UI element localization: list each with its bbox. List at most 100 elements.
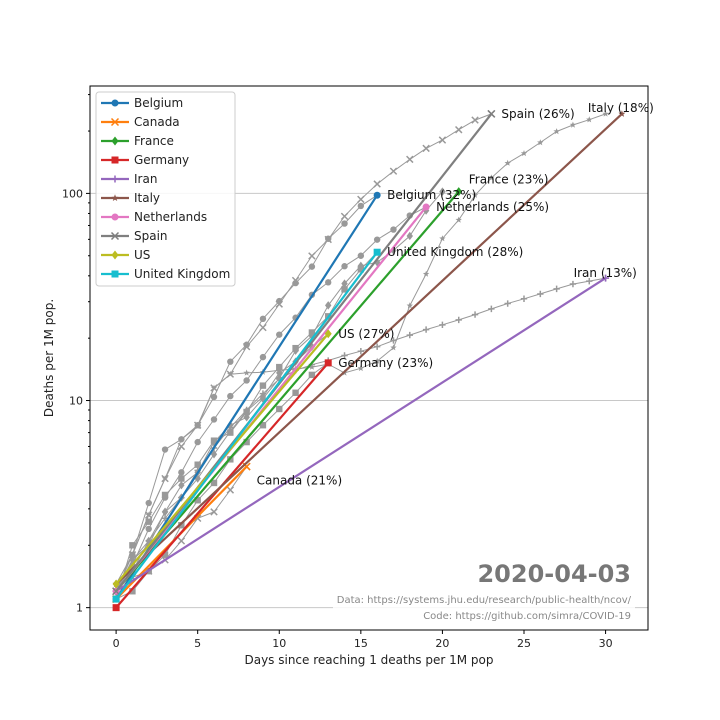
legend-marker	[111, 194, 119, 201]
actual-point	[438, 136, 447, 144]
legend-marker	[111, 136, 119, 146]
actual-point	[210, 384, 218, 392]
x-tick-label: 5	[194, 637, 201, 650]
series-end-label: Belgium (32%)	[387, 188, 476, 202]
actual-point	[210, 393, 218, 401]
legend-marker	[110, 117, 120, 127]
legend-marker	[111, 213, 119, 221]
actual-point	[341, 279, 348, 288]
axis-ticks: 1 10 100 0 5 10 15 20 25 30	[62, 94, 613, 650]
y-tick-label: 10	[69, 395, 83, 408]
actual-point	[537, 139, 544, 146]
end-labels: Belgium (32%) Canada (21%) France (23%) Ger…	[257, 101, 654, 488]
series-end-label: France (23%)	[469, 173, 549, 187]
actual-curve	[115, 113, 492, 592]
actual-point	[308, 329, 316, 336]
series-line	[115, 113, 623, 585]
footer-box	[333, 591, 635, 625]
actual-point	[161, 491, 169, 499]
actual-point	[227, 429, 234, 436]
actual-point	[145, 518, 152, 525]
actual-point	[390, 337, 397, 344]
actual-point	[129, 542, 136, 549]
actual-point	[389, 167, 398, 175]
actual-point	[341, 352, 348, 359]
actual-point	[276, 363, 283, 371]
series-start-marker	[112, 604, 120, 612]
actual-point	[276, 405, 283, 413]
series-end-label: Netherlands (25%)	[436, 200, 549, 214]
actual-point	[471, 311, 479, 318]
series-start-marker	[112, 587, 121, 596]
x-tick-label: 30	[599, 637, 613, 650]
actual-point	[259, 392, 267, 402]
actual-point	[373, 236, 381, 243]
actual-point	[422, 326, 430, 333]
legend-label: France	[134, 134, 174, 148]
legend-label: Spain	[134, 229, 168, 243]
actual-point	[194, 461, 201, 468]
actual-point	[177, 442, 186, 451]
actual-point	[259, 353, 267, 361]
actual-point	[357, 202, 365, 210]
actual-point	[243, 438, 250, 446]
actual-point	[226, 370, 235, 378]
actual-point	[129, 588, 136, 595]
actual-point	[357, 266, 365, 273]
actual-point	[178, 481, 185, 490]
actual-point	[422, 270, 430, 277]
date-label: 2020-04-03	[477, 560, 631, 588]
legend-marker	[111, 270, 119, 278]
series-end-label: Spain (26%)	[501, 107, 574, 121]
actual-point	[504, 159, 511, 166]
actual-point	[439, 187, 446, 196]
actual-point	[226, 486, 235, 494]
actual-point	[210, 479, 218, 487]
actual-point	[243, 369, 250, 376]
actual-point	[553, 128, 560, 135]
legend-label: US	[134, 248, 150, 262]
x-tick-label: 25	[517, 637, 531, 650]
actual-point	[553, 285, 560, 293]
actual-point	[341, 220, 348, 227]
actual-point	[504, 300, 511, 307]
actual-point	[291, 276, 300, 285]
actual-point	[276, 368, 283, 378]
actual-point	[569, 121, 577, 128]
actual-point	[341, 263, 348, 270]
actual-point	[308, 252, 316, 260]
x-axis-label: Days since reaching 1 deaths per 1M pop	[244, 653, 493, 667]
series-end-label: Iran (13%)	[574, 266, 637, 280]
actual-point	[275, 300, 283, 308]
actual-point	[193, 421, 202, 429]
legend-box	[95, 91, 236, 287]
actual-point	[406, 302, 413, 309]
actual-point	[308, 371, 316, 379]
legend-label: United Kingdom	[134, 267, 230, 281]
actual-point	[471, 191, 479, 198]
actual-point	[161, 474, 169, 483]
legend-label: Iran	[134, 172, 157, 186]
series-end-marker	[324, 359, 332, 367]
actual-point	[602, 110, 609, 117]
actual-point	[455, 316, 462, 324]
actual-point	[194, 438, 201, 446]
series-end-label: US (27%)	[338, 327, 394, 341]
actual-point	[145, 499, 152, 507]
actual-point	[569, 280, 577, 288]
actual-point	[210, 450, 218, 459]
actual-point	[374, 357, 381, 364]
actual-point	[357, 195, 365, 204]
actual-point	[537, 290, 544, 298]
actual-point	[177, 537, 186, 545]
x-tick-label: 20	[435, 637, 449, 650]
legend-label: Netherlands	[134, 210, 207, 224]
series-line	[115, 277, 607, 593]
series-end-marker	[373, 248, 381, 256]
series-end-marker	[618, 110, 626, 117]
actual-point	[340, 212, 349, 221]
actual-point	[259, 422, 267, 429]
legend-marker	[110, 231, 120, 241]
series-end-marker	[602, 274, 610, 282]
actual-point	[373, 180, 381, 188]
